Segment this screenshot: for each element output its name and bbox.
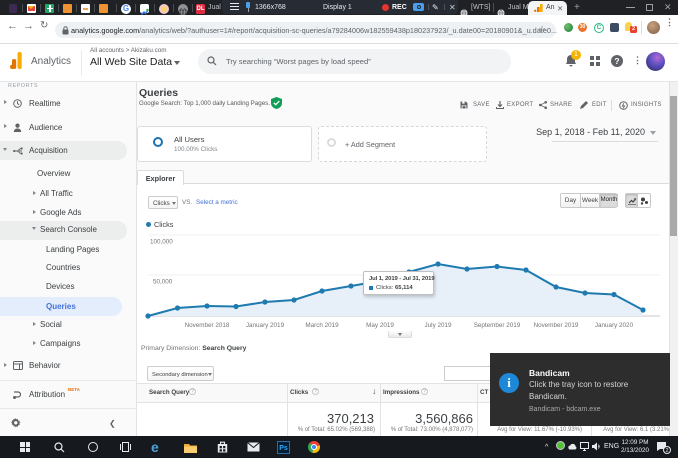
svg-text:March 2019: March 2019 — [305, 322, 339, 329]
svg-text:50,000: 50,000 — [153, 279, 173, 286]
svg-text:January 2019: January 2019 — [246, 322, 285, 329]
svg-text:September 2019: September 2019 — [474, 322, 521, 329]
svg-text:100,000: 100,000 — [150, 239, 173, 246]
svg-text:November 2019: November 2019 — [534, 322, 579, 329]
svg-text:July 2019: July 2019 — [425, 322, 452, 329]
svg-text:May 2019: May 2019 — [366, 322, 394, 329]
svg-text:January 2020: January 2020 — [595, 322, 634, 329]
svg-text:November 2018: November 2018 — [185, 322, 230, 329]
